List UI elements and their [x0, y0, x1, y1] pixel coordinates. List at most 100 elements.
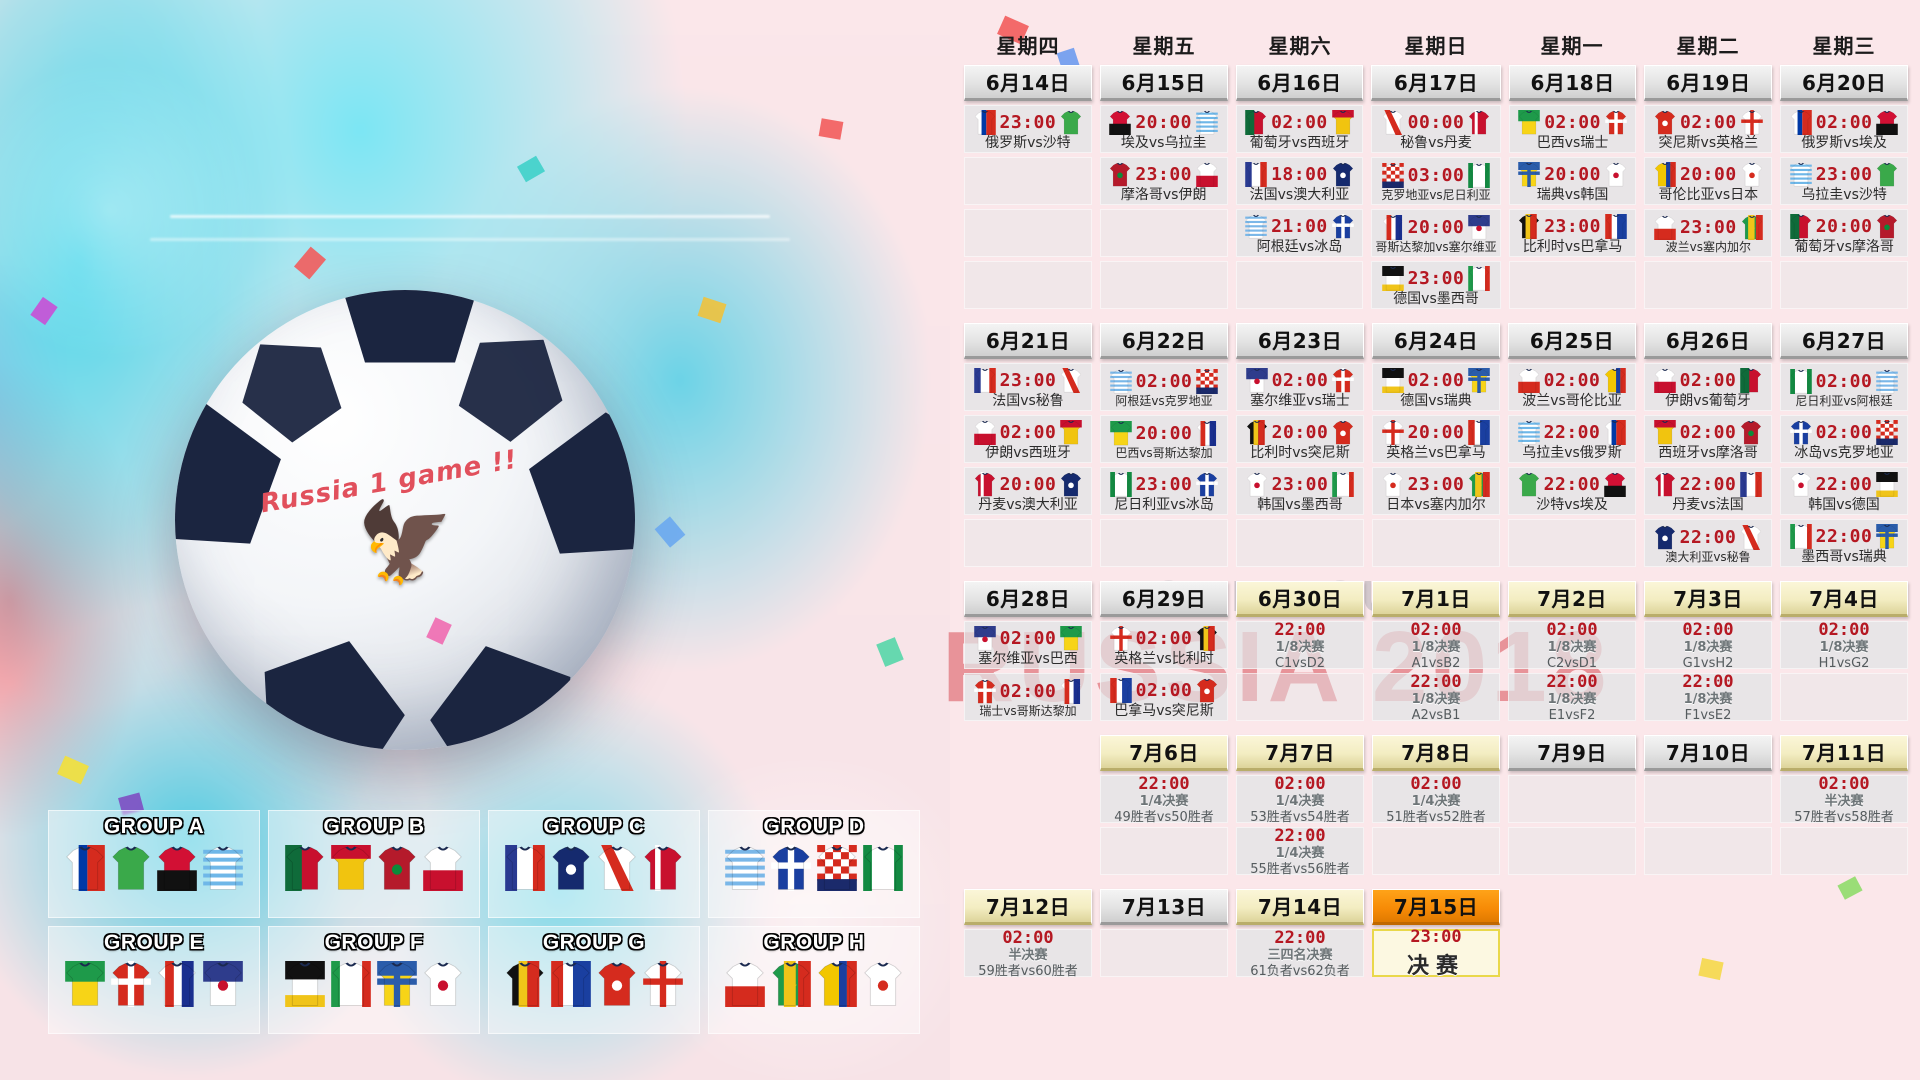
knockout-match-cell[interactable]: 22:00 三四名决赛 61负者vs62负者 — [1236, 928, 1364, 979]
group-match-cell[interactable]: 20:00 英格兰vs巴拿马 — [1372, 415, 1500, 463]
group-match-cell[interactable]: 20:00 哥斯达黎加vs塞尔维亚 — [1371, 209, 1501, 257]
date-header[interactable]: 6月28日 — [964, 581, 1092, 617]
group-match-cell[interactable]: 22:00 韩国vs德国 — [1780, 467, 1908, 515]
group-match-cell[interactable]: 23:00 波兰vs塞内加尔 — [1644, 209, 1773, 257]
date-header[interactable]: 7月11日 — [1780, 735, 1908, 771]
knockout-match-cell[interactable]: 02:00 半决赛 59胜者vs60胜者 — [964, 928, 1092, 979]
group-match-cell[interactable]: 02:00 俄罗斯vs埃及 — [1780, 105, 1908, 153]
group-match-cell[interactable]: 20:00 瑞典vs韩国 — [1508, 157, 1637, 205]
group-match-cell[interactable]: 02:00 伊朗vs西班牙 — [964, 415, 1092, 463]
final-match-cell[interactable]: 23:00 决赛 — [1372, 928, 1500, 979]
group-match-cell[interactable]: 23:00 乌拉圭vs沙特 — [1780, 157, 1908, 205]
group-match-cell[interactable]: 03:00 克罗地亚vs尼日利亚 — [1371, 157, 1501, 205]
knockout-match-cell[interactable]: 02:00 1/8决赛 G1vsH2 — [1644, 620, 1772, 671]
group-match-cell[interactable]: 02:00 冰岛vs克罗地亚 — [1780, 415, 1908, 463]
date-header[interactable]: 6月18日 — [1508, 65, 1637, 101]
group-match-cell[interactable]: 20:00 葡萄牙vs摩洛哥 — [1780, 209, 1908, 257]
group-box-g[interactable]: GROUP G — [488, 926, 700, 1034]
date-header[interactable]: 7月12日 — [964, 889, 1092, 925]
group-match-cell[interactable]: 20:00 丹麦vs澳大利亚 — [964, 467, 1092, 515]
group-match-cell[interactable]: 23:00 法国vs秘鲁 — [964, 363, 1092, 411]
group-match-cell[interactable]: 22:00 丹麦vs法国 — [1644, 467, 1772, 515]
group-match-cell[interactable]: 23:00 德国vs墨西哥 — [1371, 261, 1501, 309]
knockout-match-cell[interactable]: 02:00 1/4决赛 53胜者vs54胜者 — [1236, 774, 1364, 825]
date-header[interactable]: 7月6日 — [1100, 735, 1228, 771]
date-header[interactable]: 7月14日 — [1236, 889, 1364, 925]
knockout-match-cell[interactable]: 22:00 1/8决赛 C1vsD2 — [1236, 620, 1364, 671]
date-header[interactable]: 6月24日 — [1372, 323, 1500, 359]
group-box-f[interactable]: GROUP F — [268, 926, 480, 1034]
date-header[interactable]: 7月2日 — [1508, 581, 1636, 617]
group-match-cell[interactable]: 02:00 巴拿马vs突尼斯 — [1100, 673, 1228, 721]
date-header[interactable]: 6月27日 — [1780, 323, 1908, 359]
knockout-match-cell[interactable]: 02:00 半决赛 57胜者vs58胜者 — [1780, 774, 1908, 825]
date-header[interactable]: 6月21日 — [964, 323, 1092, 359]
knockout-match-cell[interactable]: 02:00 1/8决赛 C2vsD1 — [1508, 620, 1636, 671]
date-header[interactable]: 6月25日 — [1508, 323, 1636, 359]
group-match-cell[interactable]: 02:00 德国vs瑞典 — [1372, 363, 1500, 411]
group-match-cell[interactable]: 22:00 墨西哥vs瑞典 — [1780, 519, 1908, 567]
group-box-a[interactable]: GROUP A — [48, 810, 260, 918]
group-match-cell[interactable]: 02:00 英格兰vs比利时 — [1100, 621, 1228, 669]
knockout-match-cell[interactable]: 02:00 1/8决赛 H1vsG2 — [1780, 620, 1908, 671]
group-match-cell[interactable]: 21:00 阿根廷vs冰岛 — [1235, 209, 1364, 257]
group-box-d[interactable]: GROUP D — [708, 810, 920, 918]
knockout-match-cell[interactable]: 02:00 1/8决赛 A1vsB2 — [1372, 620, 1500, 671]
date-header[interactable]: 7月15日 — [1372, 889, 1500, 925]
date-header[interactable]: 7月13日 — [1100, 889, 1228, 925]
group-match-cell[interactable]: 23:00 韩国vs墨西哥 — [1236, 467, 1364, 515]
group-match-cell[interactable]: 20:00 比利时vs突尼斯 — [1236, 415, 1364, 463]
date-header[interactable]: 6月30日 — [1236, 581, 1364, 617]
group-match-cell[interactable]: 02:00 尼日利亚vs阿根廷 — [1780, 363, 1908, 411]
knockout-match-cell[interactable]: 22:00 1/8决赛 E1vsF2 — [1508, 672, 1636, 723]
group-match-cell[interactable]: 20:00 巴西vs哥斯达黎加 — [1100, 415, 1228, 463]
date-header[interactable]: 6月22日 — [1100, 323, 1228, 359]
group-match-cell[interactable]: 02:00 西班牙vs摩洛哥 — [1644, 415, 1772, 463]
group-box-h[interactable]: GROUP H — [708, 926, 920, 1034]
group-match-cell[interactable]: 23:00 俄罗斯vs沙特 — [964, 105, 1092, 153]
knockout-match-cell[interactable]: 22:00 1/4决赛 55胜者vs56胜者 — [1236, 826, 1364, 877]
knockout-match-cell[interactable]: 22:00 1/4决赛 49胜者vs50胜者 — [1100, 774, 1228, 825]
group-match-cell[interactable]: 23:00 日本vs塞内加尔 — [1372, 467, 1500, 515]
date-header[interactable]: 6月20日 — [1780, 65, 1908, 101]
group-box-c[interactable]: GROUP C — [488, 810, 700, 918]
group-match-cell[interactable]: 23:00 摩洛哥vs伊朗 — [1099, 157, 1228, 205]
group-match-cell[interactable]: 22:00 沙特vs埃及 — [1508, 467, 1636, 515]
group-box-b[interactable]: GROUP B — [268, 810, 480, 918]
knockout-match-cell[interactable]: 22:00 1/8决赛 A2vsB1 — [1372, 672, 1500, 723]
date-header[interactable]: 6月19日 — [1644, 65, 1773, 101]
date-header[interactable]: 6月15日 — [1099, 65, 1228, 101]
group-match-cell[interactable]: 20:00 埃及vs乌拉圭 — [1099, 105, 1228, 153]
group-match-cell[interactable]: 02:00 葡萄牙vs西班牙 — [1235, 105, 1364, 153]
date-header[interactable]: 6月23日 — [1236, 323, 1364, 359]
date-header[interactable]: 7月9日 — [1508, 735, 1636, 771]
date-header[interactable]: 6月29日 — [1100, 581, 1228, 617]
date-header[interactable]: 7月1日 — [1372, 581, 1500, 617]
date-header[interactable]: 6月26日 — [1644, 323, 1772, 359]
date-header[interactable]: 7月10日 — [1644, 735, 1772, 771]
group-match-cell[interactable]: 23:00 比利时vs巴拿马 — [1508, 209, 1637, 257]
group-match-cell[interactable]: 18:00 法国vs澳大利亚 — [1235, 157, 1364, 205]
knockout-match-cell[interactable]: 22:00 1/8决赛 F1vsE2 — [1644, 672, 1772, 723]
group-match-cell[interactable]: 22:00 乌拉圭vs俄罗斯 — [1508, 415, 1636, 463]
date-header[interactable]: 7月8日 — [1372, 735, 1500, 771]
group-match-cell[interactable]: 02:00 瑞士vs哥斯达黎加 — [964, 673, 1092, 721]
date-header[interactable]: 6月17日 — [1371, 65, 1501, 101]
group-match-cell[interactable]: 02:00 波兰vs哥伦比亚 — [1508, 363, 1636, 411]
group-match-cell[interactable]: 02:00 阿根廷vs克罗地亚 — [1100, 363, 1228, 411]
group-box-e[interactable]: GROUP E — [48, 926, 260, 1034]
date-header[interactable]: 6月16日 — [1235, 65, 1364, 101]
group-match-cell[interactable]: 02:00 伊朗vs葡萄牙 — [1644, 363, 1772, 411]
group-match-cell[interactable]: 00:00 秘鲁vs丹麦 — [1371, 105, 1501, 153]
date-header[interactable]: 7月4日 — [1780, 581, 1908, 617]
date-header[interactable]: 7月3日 — [1644, 581, 1772, 617]
group-match-cell[interactable]: 02:00 塞尔维亚vs巴西 — [964, 621, 1092, 669]
date-header[interactable]: 7月7日 — [1236, 735, 1364, 771]
group-match-cell[interactable]: 02:00 塞尔维亚vs瑞士 — [1236, 363, 1364, 411]
group-match-cell[interactable]: 23:00 尼日利亚vs冰岛 — [1100, 467, 1228, 515]
group-match-cell[interactable]: 22:00 澳大利亚vs秘鲁 — [1644, 519, 1772, 567]
knockout-match-cell[interactable]: 02:00 1/4决赛 51胜者vs52胜者 — [1372, 774, 1500, 825]
group-match-cell[interactable]: 20:00 哥伦比亚vs日本 — [1644, 157, 1773, 205]
date-header[interactable]: 6月14日 — [964, 65, 1092, 101]
group-match-cell[interactable]: 02:00 巴西vs瑞士 — [1508, 105, 1637, 153]
